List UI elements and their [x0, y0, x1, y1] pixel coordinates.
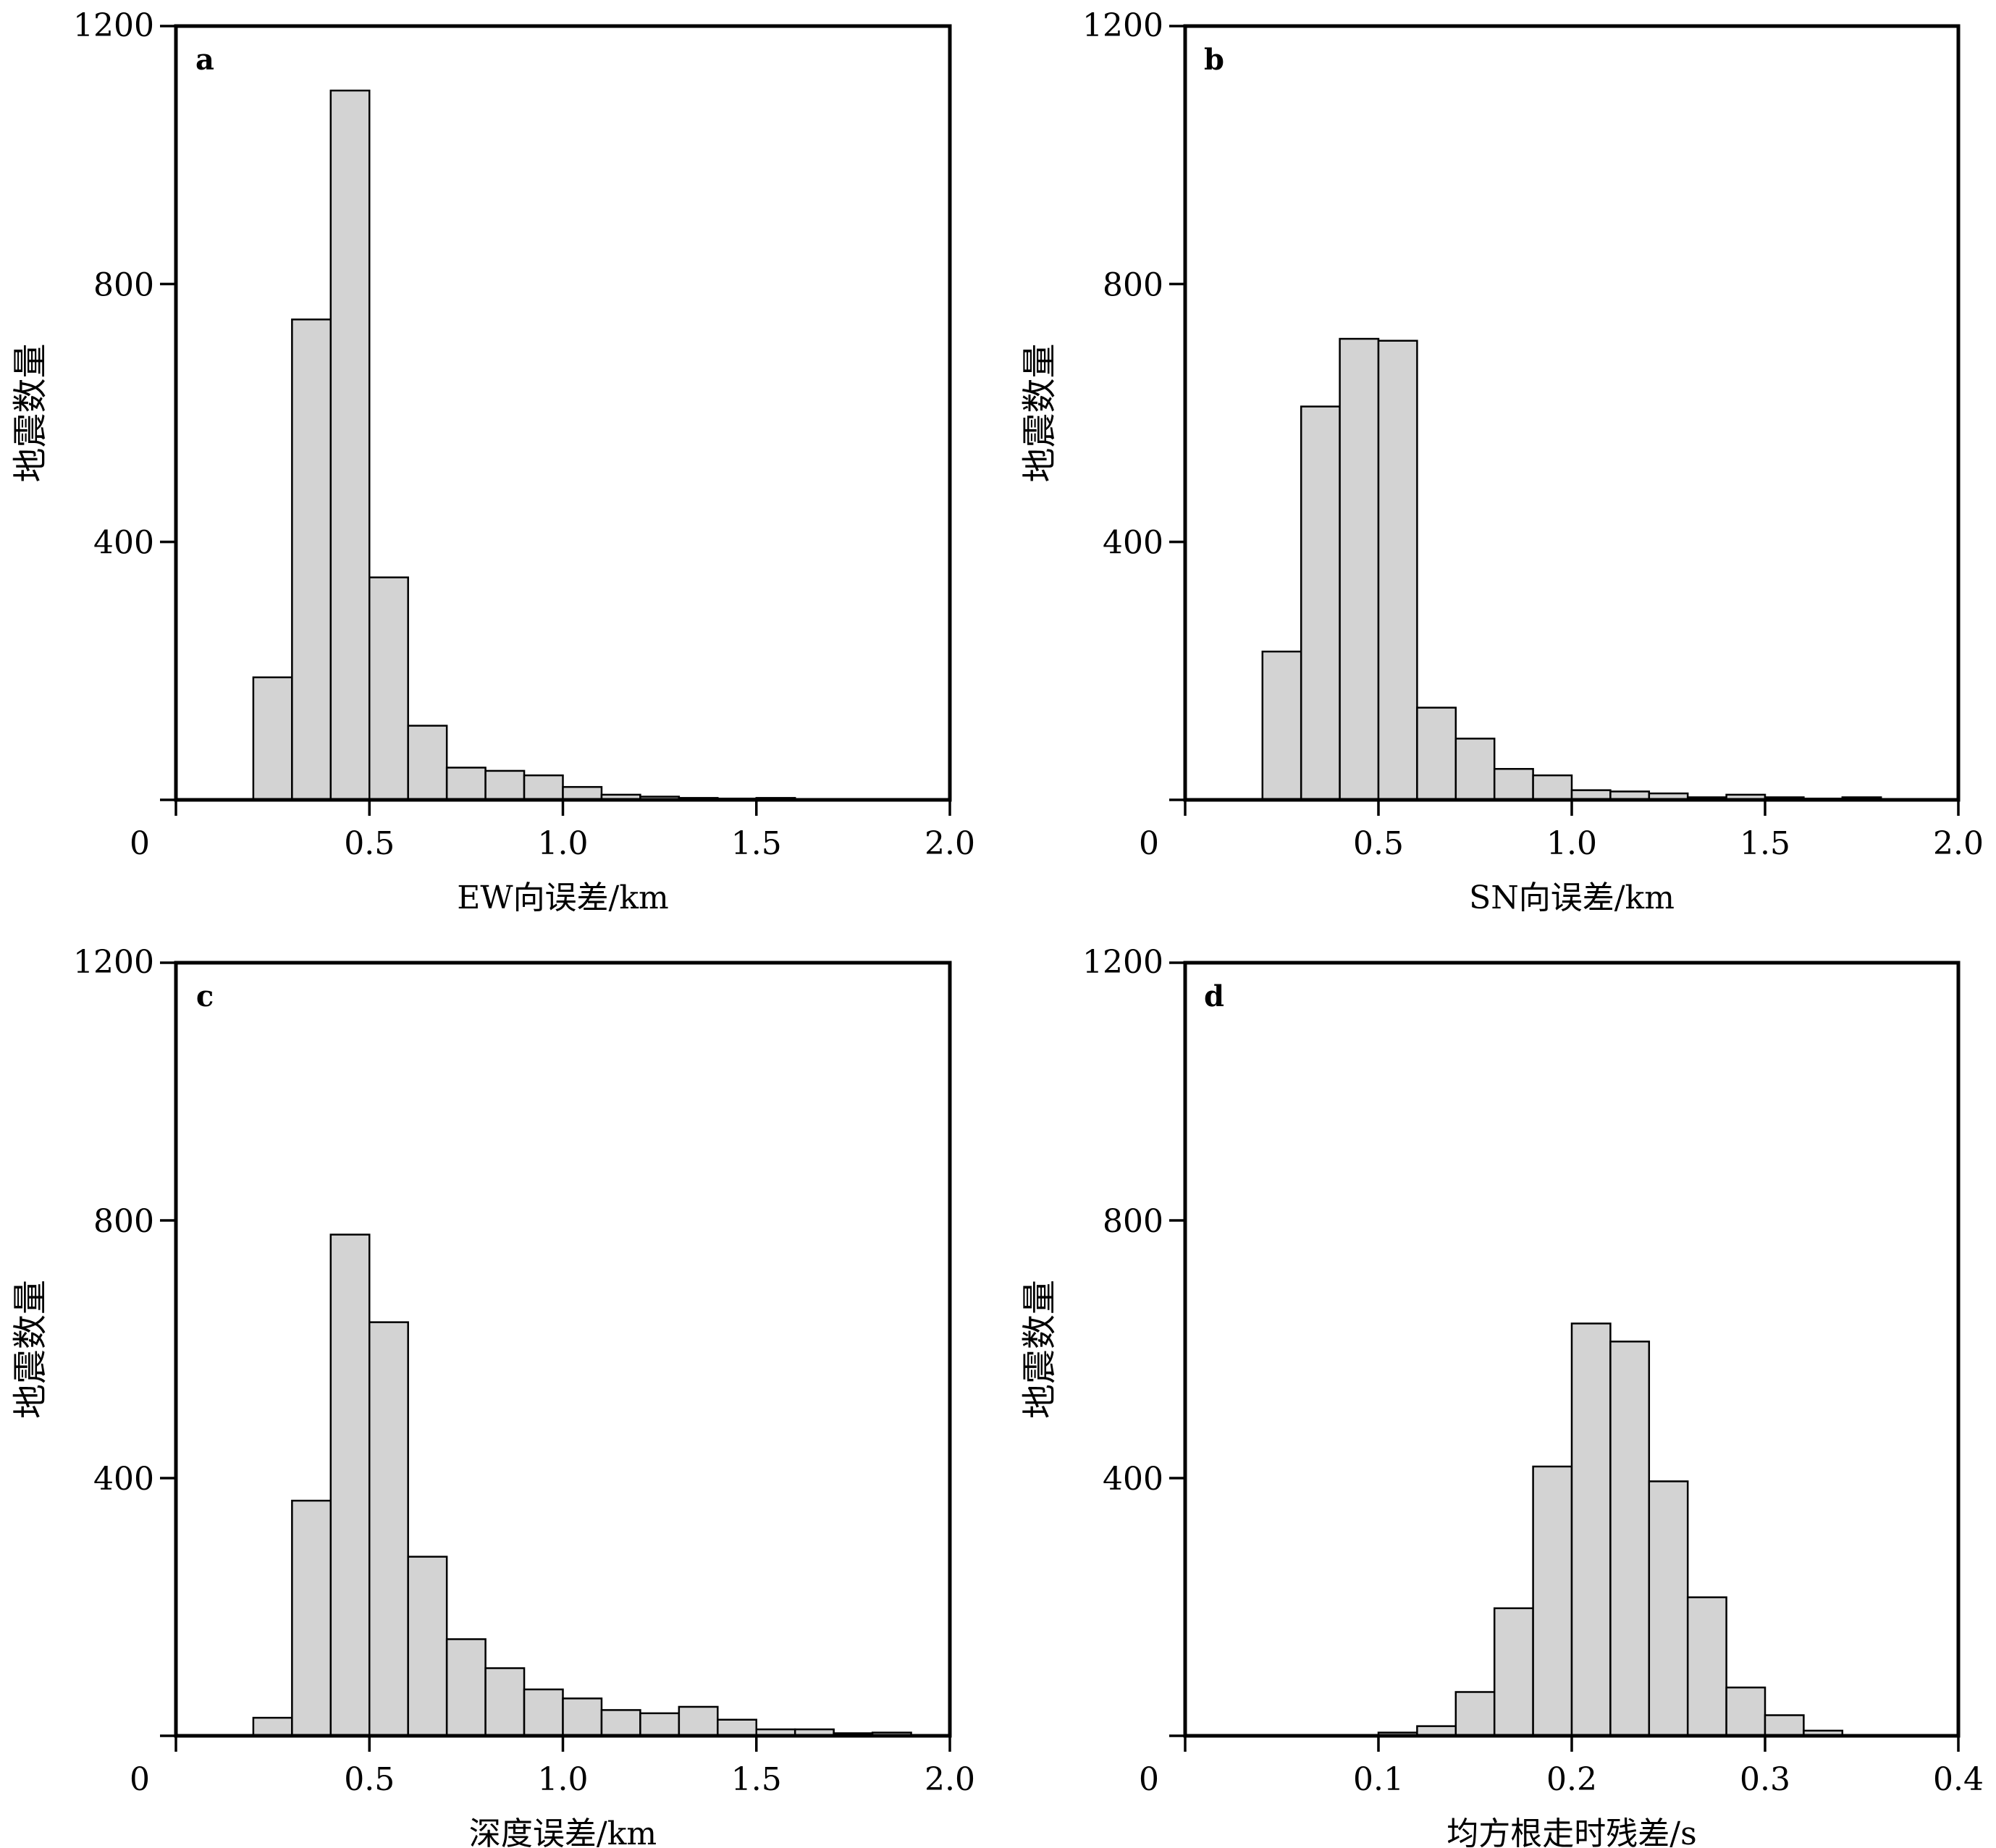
histogram-bar — [329, 89, 371, 801]
panel-label: c — [196, 979, 214, 1013]
x-tick-label: 0.5 — [344, 1761, 395, 1798]
histogram-bar — [523, 1688, 564, 1737]
histogram-bar — [1261, 650, 1302, 801]
y-tick-label: 1200 — [1082, 7, 1163, 44]
x-tick-label: 0.3 — [1740, 1761, 1790, 1798]
x-tick-label: 1.0 — [538, 825, 589, 862]
histogram-bar — [291, 1499, 332, 1737]
y-tick-label: 400 — [1103, 1461, 1163, 1498]
histogram-bar — [291, 318, 332, 801]
histogram-bar — [1764, 1714, 1805, 1737]
origin-label: 0 — [1139, 825, 1159, 862]
y-tick-label: 1200 — [1082, 944, 1163, 981]
y-tick-label: 800 — [93, 1203, 154, 1240]
panel-label: d — [1204, 979, 1224, 1013]
histogram-bar — [1532, 1465, 1573, 1737]
histogram-bar — [1377, 339, 1418, 801]
y-tick-label: 800 — [1103, 1203, 1163, 1240]
x-axis-label: 均方根走时残差/s — [1447, 1815, 1696, 1848]
x-tick-label: 1.5 — [731, 1761, 782, 1798]
x-tick-label: 1.5 — [1740, 825, 1790, 862]
histogram-bar — [484, 769, 526, 801]
histogram-bar — [562, 785, 603, 801]
y-tick-label: 1200 — [73, 7, 154, 44]
x-tick-label: 1.0 — [1546, 825, 1597, 862]
x-tick-label: 0.5 — [1353, 825, 1404, 862]
histogram-bar — [1339, 337, 1380, 801]
x-axis-label: SN向误差/km — [1469, 879, 1675, 916]
x-tick-label: 0.4 — [1933, 1761, 1984, 1798]
histogram-bar — [252, 676, 293, 801]
histogram-panel-b: 400 800 1200 0.5 1.0 1.5 2.0 0 b SN向误差/km 地震数量 — [1019, 7, 1984, 916]
x-axis-label: 深度误差/km — [469, 1815, 657, 1848]
histogram-bar — [1416, 706, 1457, 801]
y-tick-label: 800 — [1103, 266, 1163, 303]
histogram-bar — [445, 767, 487, 801]
histogram-bar — [1686, 1596, 1727, 1737]
y-tick-label: 800 — [93, 266, 154, 303]
histogram-bar — [1725, 1687, 1766, 1737]
histogram-bar — [252, 1716, 293, 1737]
origin-label: 0 — [1139, 1761, 1159, 1798]
histogram-bar — [1609, 1341, 1651, 1737]
histogram-bar — [639, 1712, 681, 1737]
histogram-bar — [407, 1556, 448, 1737]
x-axis-label: EW向误差/km — [457, 879, 669, 916]
histogram-bar — [1454, 738, 1496, 801]
origin-label: 0 — [130, 1761, 150, 1798]
y-tick-label: 400 — [93, 525, 154, 562]
y-axis-label: 地震数量 — [10, 343, 51, 482]
y-tick-label: 1200 — [73, 944, 154, 981]
histogram-bar — [1570, 1322, 1612, 1737]
panel-label: a — [195, 43, 214, 77]
histogram-bar — [445, 1638, 487, 1737]
y-axis-label: 地震数量 — [10, 1280, 51, 1419]
x-tick-label: 1.5 — [731, 825, 782, 862]
histogram-panel-a: 400 800 1200 0.5 1.0 1.5 2.0 0 a EW向误差/km 地震数量 — [10, 7, 975, 916]
y-axis-label: 地震数量 — [1019, 343, 1060, 482]
histogram-bar — [1300, 405, 1341, 801]
histogram-bar — [717, 1718, 757, 1737]
histogram-panel-d: 400 800 1200 0.1 0.2 0.3 0.4 0 d 均方根走时残差/s 地震数量 — [1019, 944, 1984, 1848]
histogram-bar — [484, 1667, 526, 1737]
histogram-bar — [1532, 774, 1573, 801]
histogram-panel-c: 400 800 1200 0.5 1.0 1.5 2.0 0 c 深度误差/km 地震数量 — [10, 944, 975, 1848]
y-axis-label: 地震数量 — [1019, 1280, 1060, 1419]
origin-label: 0 — [130, 825, 150, 862]
x-tick-label: 0.1 — [1353, 1761, 1404, 1798]
histogram-bar — [1454, 1691, 1496, 1737]
y-tick-label: 400 — [1103, 525, 1163, 562]
histogram-bar — [523, 774, 564, 801]
x-tick-label: 2.0 — [1933, 825, 1984, 862]
x-tick-label: 2.0 — [925, 825, 975, 862]
histogram-bar — [329, 1233, 371, 1737]
histogram-bar — [678, 1705, 719, 1737]
histogram-bar — [369, 1321, 409, 1737]
histogram-bar — [1493, 1607, 1534, 1737]
histogram-bar — [562, 1697, 603, 1737]
histogram-bar — [369, 576, 409, 801]
panel-label: b — [1204, 43, 1224, 77]
x-tick-label: 0.2 — [1546, 1761, 1597, 1798]
x-tick-label: 1.0 — [538, 1761, 589, 1798]
x-tick-label: 0.5 — [344, 825, 395, 862]
histogram-bar — [407, 725, 448, 801]
y-tick-label: 400 — [93, 1461, 154, 1498]
histogram-bar — [600, 1709, 641, 1737]
histogram-bar — [1493, 767, 1534, 801]
x-tick-label: 2.0 — [925, 1761, 975, 1798]
histogram-bar — [1648, 1480, 1689, 1737]
